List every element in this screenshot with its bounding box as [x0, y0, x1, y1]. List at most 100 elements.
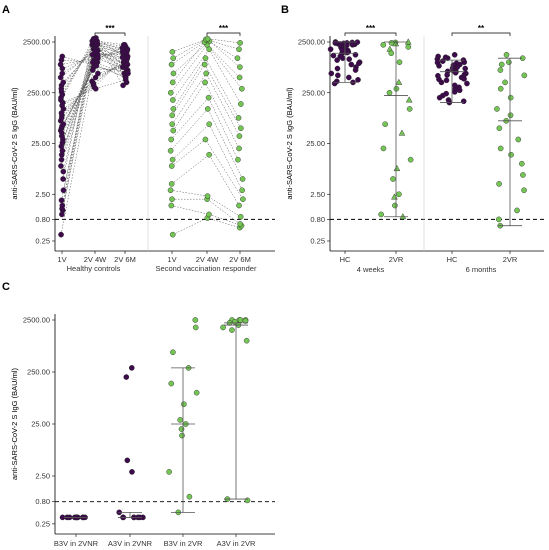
data-point	[242, 318, 249, 324]
y-tick-label: 250.00	[27, 368, 50, 377]
data-point	[507, 94, 514, 101]
data-point	[243, 337, 250, 344]
y-tick-label: 250.00	[27, 88, 50, 97]
data-point	[168, 202, 175, 209]
data-point	[234, 55, 241, 61]
data-point	[237, 221, 243, 227]
group-label: 6 months	[466, 265, 497, 274]
data-point	[507, 112, 514, 119]
data-point	[346, 56, 352, 62]
data-point	[169, 112, 176, 119]
data-point	[334, 57, 340, 63]
data-point	[452, 69, 459, 76]
panel-a-label: A	[2, 4, 10, 16]
data-point	[451, 51, 458, 58]
data-point	[202, 55, 209, 61]
data-point	[462, 65, 469, 72]
significance-label: ***	[366, 24, 376, 33]
data-point	[443, 77, 450, 84]
y-tick-label: 2500.00	[298, 38, 325, 47]
data-point	[334, 65, 341, 72]
data-point	[503, 51, 510, 58]
data-point	[206, 46, 212, 53]
data-point	[206, 121, 212, 128]
data-point	[237, 213, 244, 220]
y-axis-label: anti-SARS-CoV-2 S IgG (BAU/ml)	[10, 367, 19, 480]
data-point	[244, 497, 251, 504]
data-point	[497, 67, 504, 73]
data-point	[205, 94, 212, 101]
data-point	[167, 187, 174, 194]
data-point	[60, 176, 66, 182]
significance-label: ***	[105, 24, 115, 33]
data-point	[393, 85, 400, 92]
data-point	[204, 193, 211, 199]
data-point	[92, 74, 99, 81]
data-point	[386, 89, 393, 96]
data-point	[392, 202, 398, 209]
data-point	[123, 374, 130, 380]
data-point	[407, 156, 414, 163]
significance-bracket	[344, 32, 397, 36]
y-tick-label: 0.25	[35, 236, 50, 245]
data-point	[405, 44, 412, 50]
data-point	[496, 216, 502, 223]
data-point	[380, 145, 387, 152]
x-tick-label: HC	[340, 255, 351, 264]
data-point	[346, 74, 352, 81]
data-point	[240, 196, 246, 202]
panel-a: 0.25 0.80 2.50 25.00 250.00 2500.00 anti-SARS-…	[10, 24, 275, 273]
data-point	[404, 38, 412, 45]
data-point	[169, 156, 176, 163]
data-point	[396, 59, 403, 65]
y-tick-label: 2500.00	[23, 38, 50, 47]
group-label: Healthy controls	[67, 264, 121, 273]
data-point	[169, 121, 175, 128]
data-point	[339, 55, 346, 61]
data-point	[380, 42, 387, 48]
data-point	[238, 101, 244, 107]
data-point	[170, 70, 177, 77]
data-point	[330, 52, 337, 59]
paired-line	[173, 39, 240, 59]
data-point	[167, 89, 174, 96]
x-tick-label: HC	[447, 255, 458, 264]
paired-line	[172, 123, 243, 191]
data-point	[58, 231, 64, 238]
data-point	[515, 136, 522, 143]
paired-line	[61, 46, 126, 134]
data-point	[202, 136, 209, 143]
data-point	[514, 207, 520, 214]
data-point	[170, 55, 177, 61]
data-point	[237, 317, 244, 323]
y-tick-label: 2.50	[310, 190, 325, 199]
data-point	[436, 76, 442, 83]
panel-c: 0.25 0.80 2.50 25.00 250.00 2500.00 anti-SARS-…	[10, 314, 275, 548]
significance-label: **	[478, 24, 485, 33]
data-point	[451, 89, 458, 95]
data-point	[229, 327, 235, 333]
paired-line	[172, 217, 240, 235]
data-point	[60, 187, 67, 194]
y-tick-label: 25.00	[306, 139, 325, 148]
data-point	[168, 136, 174, 143]
data-point	[406, 106, 413, 112]
data-point	[204, 35, 211, 42]
y-tick-label: 2.50	[35, 190, 50, 199]
data-point	[388, 40, 395, 46]
panel-b: 0.25 0.80 2.50 25.00 250.00 2500.00 anti-SARS-…	[285, 24, 544, 274]
data-point	[168, 163, 175, 169]
data-point	[168, 380, 175, 387]
y-axis-label: anti-SARS-CoV-2 S IgG (BAU/ml)	[10, 87, 19, 200]
data-point	[193, 389, 200, 396]
paired-line	[172, 38, 241, 53]
data-point	[236, 145, 242, 152]
data-point	[169, 79, 176, 86]
group-label: Second vaccination responder	[156, 264, 257, 273]
paired-line	[170, 108, 243, 180]
data-point	[202, 79, 208, 86]
data-point	[497, 145, 504, 152]
paired-line	[170, 97, 239, 160]
data-point	[378, 211, 384, 218]
data-point	[94, 55, 100, 61]
